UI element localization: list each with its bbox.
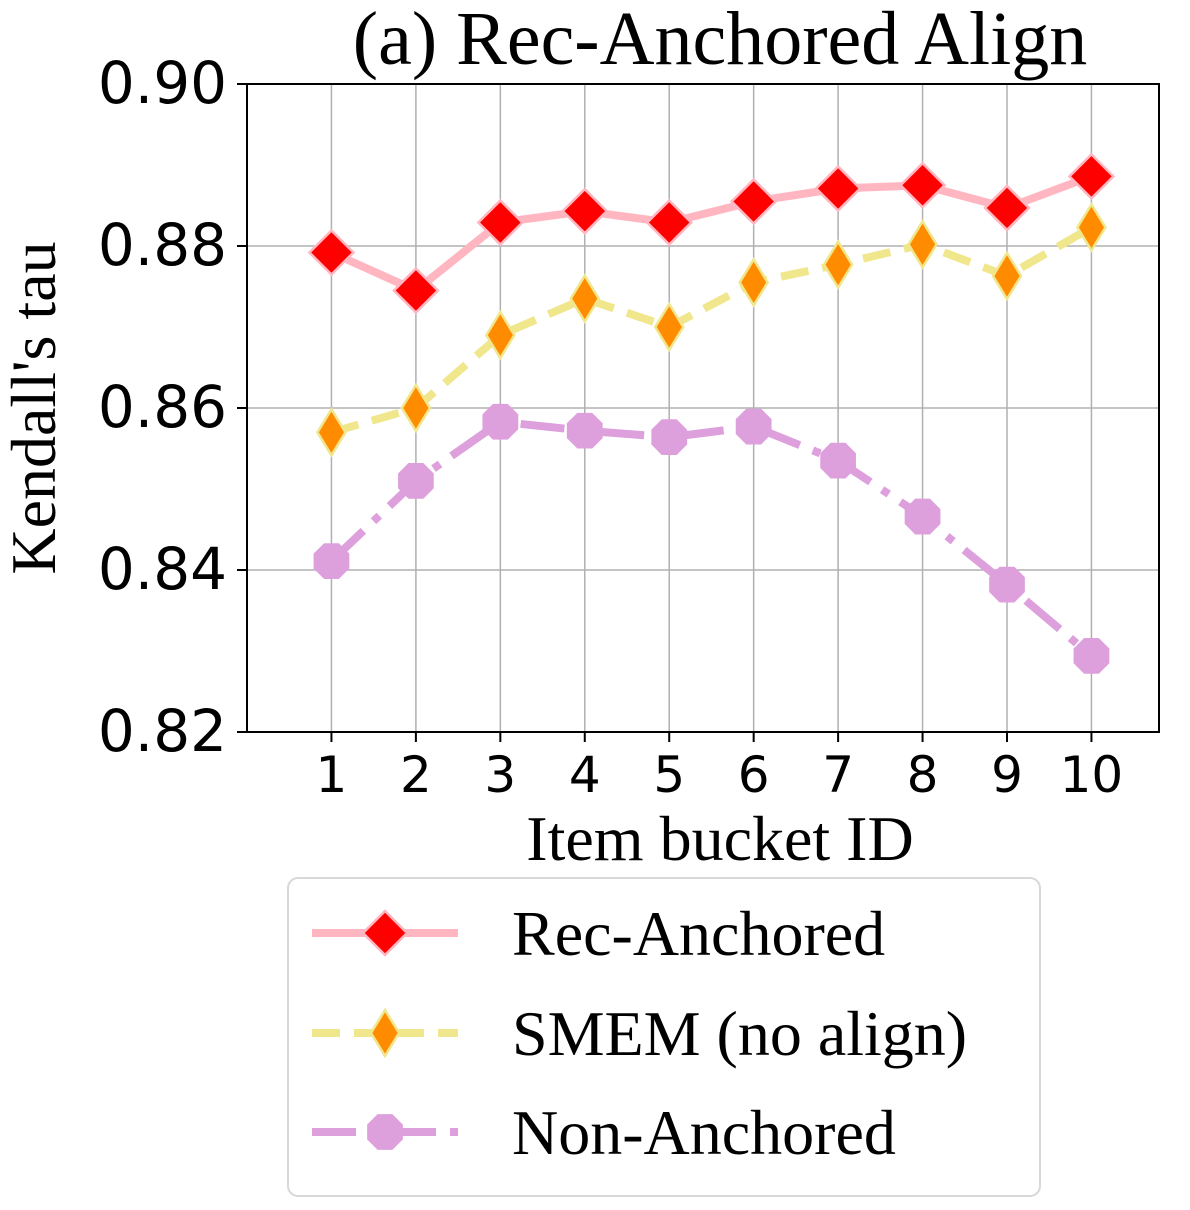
data-point-rec-anchored [392, 266, 440, 315]
data-point-smem-no-align [315, 406, 347, 458]
data-point-rec-anchored [898, 161, 947, 210]
data-point-rec-anchored [1067, 152, 1116, 201]
series-rec-anchored [307, 152, 1116, 315]
data-point-rec-anchored [476, 198, 525, 247]
data-point-non-anchored [1073, 637, 1110, 674]
data-point-non-anchored [820, 442, 856, 479]
data-point-smem-no-align [991, 250, 1023, 302]
x-tick-label: 10 [1060, 746, 1124, 804]
data-point-non-anchored [904, 498, 941, 535]
legend-label: Non-Anchored [512, 1097, 896, 1168]
data-point-rec-anchored [561, 187, 609, 235]
data-point-smem-no-align [400, 382, 432, 434]
data-point-rec-anchored [814, 164, 862, 213]
series-line-rec-anchored [329, 172, 1093, 295]
data-point-rec-anchored [983, 184, 1031, 232]
x-tick-label: 8 [907, 746, 939, 804]
y-tick-label: 0.84 [98, 535, 227, 603]
y-tick-label: 0.82 [98, 697, 227, 765]
x-tick-label: 7 [822, 746, 854, 804]
legend-item-smem-no-align: SMEM (no align) [312, 998, 967, 1069]
data-point-rec-anchored [729, 177, 778, 226]
x-tick-label: 2 [400, 746, 432, 804]
data-point-smem-no-align [653, 301, 685, 353]
y-tick-label: 0.86 [98, 373, 227, 441]
legend-marker [369, 1007, 401, 1059]
data-point-smem-no-align [738, 257, 770, 308]
data-point-smem-no-align [484, 309, 516, 361]
chart-title: (a) Rec-Anchored Align [353, 0, 1087, 81]
series-line-non-anchored [328, 417, 1094, 659]
legend-label: SMEM (no align) [512, 998, 967, 1069]
data-point-non-anchored [651, 419, 688, 456]
y-axis-label: Kendall's tau [0, 241, 69, 574]
series-line-smem-no-align [330, 223, 1094, 437]
grid [247, 83, 1159, 733]
data-point-smem-no-align [907, 218, 939, 270]
data-point-smem-no-align [569, 273, 601, 325]
data-point-non-anchored [989, 566, 1025, 603]
x-tick-label: 1 [316, 746, 348, 804]
legend: Rec-Anchored SMEM (no align) Non-Anchored [287, 877, 1041, 1197]
data-point-smem-no-align [1075, 201, 1107, 253]
legend-label: Rec-Anchored [512, 898, 885, 969]
data-point-rec-anchored [645, 198, 693, 247]
data-point-non-anchored [566, 412, 603, 449]
legend-marker [367, 1114, 403, 1150]
data-point-non-anchored [482, 403, 519, 440]
y-tick-label: 0.90 [98, 49, 227, 117]
data-point-non-anchored [313, 543, 350, 579]
legend-items: Rec-Anchored SMEM (no align) Non-Anchored [312, 898, 967, 1168]
axis-ticks: 1 2 3 4 5 6 7 8 9 10 0.82 0.84 0.86 0.88 0.90 [98, 49, 1123, 804]
legend-frame [287, 877, 1041, 1197]
x-axis-label: Item bucket ID [526, 803, 913, 874]
y-tick-label: 0.88 [98, 211, 227, 279]
data-point-rec-anchored [307, 228, 356, 277]
x-tick-label: 6 [738, 746, 770, 804]
x-tick-label: 9 [991, 746, 1023, 804]
legend-item-non-anchored: Non-Anchored [312, 1097, 896, 1168]
series-smem-no-align [315, 201, 1107, 458]
x-tick-label: 4 [569, 746, 601, 804]
x-tick-label: 3 [484, 746, 516, 804]
legend-item-rec-anchored: Rec-Anchored [312, 898, 885, 969]
series-layer [307, 152, 1116, 674]
legend-marker [361, 909, 409, 957]
series-non-anchored [313, 403, 1110, 674]
data-point-non-anchored [735, 408, 772, 445]
data-point-non-anchored [398, 463, 434, 499]
x-tick-label: 5 [653, 746, 685, 804]
data-point-smem-no-align [822, 239, 854, 291]
